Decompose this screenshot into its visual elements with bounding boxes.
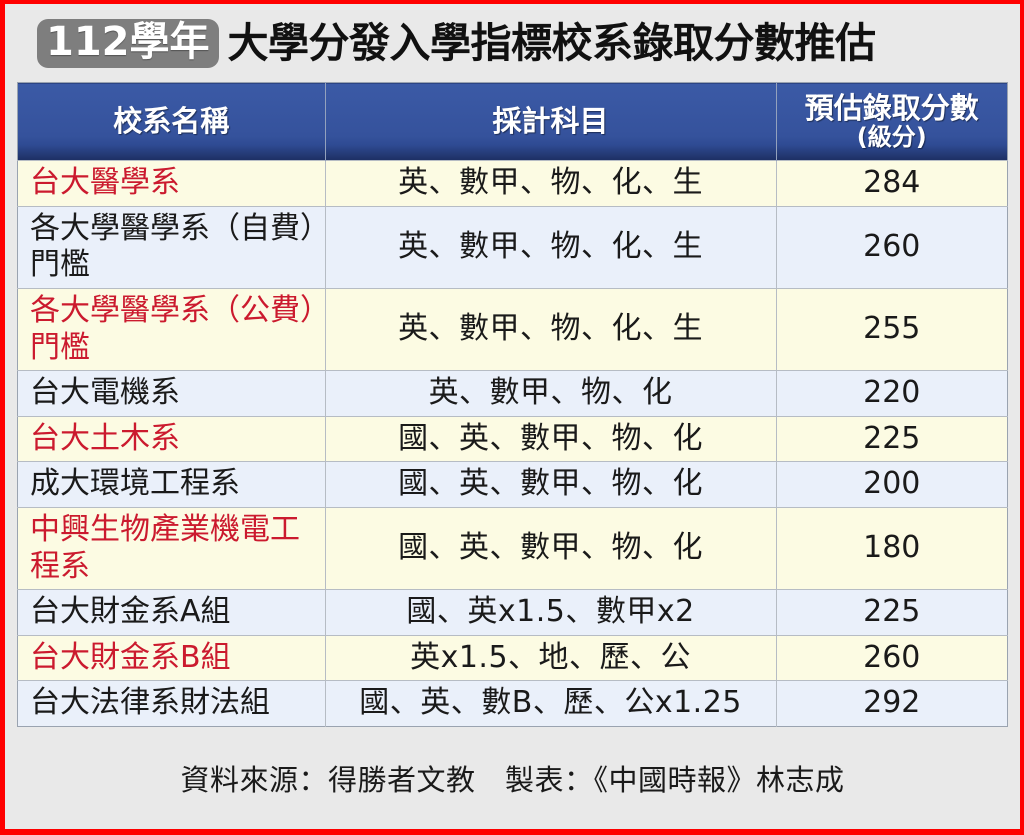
table-row: 台大電機系 英、數甲、物、化 220 [17, 370, 1008, 417]
cell-subjects: 國、英、數甲、物、化 [325, 461, 777, 508]
cell-subjects: 英、數甲、物、化、生 [325, 205, 777, 289]
cell-subjects: 國、英、數B、歷、公x1.25 [325, 680, 777, 727]
cell-department-name: 台大法律系財法組 [17, 680, 326, 727]
table-row: 台大財金系B組 英x1.5、地、歷、公 260 [17, 634, 1008, 681]
cell-score: 200 [776, 461, 1008, 508]
cell-score: 220 [776, 370, 1008, 417]
cell-subjects: 國、英、數甲、物、化 [325, 506, 777, 590]
table-header: 校系名稱 採計科目 預估錄取分數 (級分) [17, 82, 1008, 161]
admission-scores-table: 校系名稱 採計科目 預估錄取分數 (級分) 台大醫學系 英、數甲、物、化、生 284… [17, 82, 1008, 727]
page-title: 大學分發入學指標校系錄取分數推估 [227, 18, 877, 67]
cell-subjects: 國、英x1.5、數甲x2 [325, 589, 777, 636]
year-badge: 112學年 [37, 18, 219, 68]
table-row: 中興生物產業機電工程系 國、英、數甲、物、化 180 [17, 506, 1008, 590]
cell-department-name: 台大土木系 [17, 415, 326, 462]
title-row: 112學年 大學分發入學指標校系錄取分數推估 [17, 4, 1008, 82]
cell-department-name: 台大財金系B組 [17, 634, 326, 681]
cell-subjects: 英、數甲、物、化 [325, 370, 777, 417]
column-header-score: 預估錄取分數 (級分) [776, 82, 1008, 161]
table-header-row: 校系名稱 採計科目 預估錄取分數 (級分) [17, 82, 1008, 161]
cell-subjects: 英x1.5、地、歷、公 [325, 634, 777, 681]
cell-subjects: 國、英、數甲、物、化 [325, 415, 777, 462]
cell-department-name: 成大環境工程系 [17, 461, 326, 508]
cell-score: 225 [776, 415, 1008, 462]
cell-subjects: 英、數甲、物、化、生 [325, 288, 777, 371]
cell-department-name: 中興生物產業機電工程系 [17, 506, 326, 590]
cell-score: 260 [776, 634, 1008, 681]
cell-score: 255 [776, 288, 1008, 371]
cell-department-name: 各大學醫學系（自費）門檻 [17, 205, 326, 289]
cell-score: 260 [776, 205, 1008, 289]
column-header-department: 校系名稱 [17, 82, 326, 161]
cell-score: 180 [776, 506, 1008, 590]
column-header-score-main: 預估錄取分數 [804, 91, 979, 125]
cell-department-name: 台大財金系A組 [17, 589, 326, 636]
table-body: 台大醫學系 英、數甲、物、化、生 284 各大學醫學系（自費）門檻 英、數甲、物、化、生… [17, 160, 1008, 727]
table-row: 成大環境工程系 國、英、數甲、物、化 200 [17, 461, 1008, 508]
source-credit: 資料來源：得勝者文教 製表：《中國時報》林志成 [180, 762, 845, 797]
table-row: 台大財金系A組 國、英x1.5、數甲x2 225 [17, 589, 1008, 636]
cell-subjects: 英、數甲、物、化、生 [325, 160, 777, 207]
column-header-subjects: 採計科目 [325, 82, 777, 161]
cell-department-name: 台大電機系 [17, 370, 326, 417]
cell-department-name: 各大學醫學系（公費）門檻 [17, 288, 326, 371]
table-row: 台大醫學系 英、數甲、物、化、生 284 [17, 160, 1008, 207]
cell-score: 292 [776, 680, 1008, 727]
cell-score: 284 [776, 160, 1008, 207]
cell-department-name: 台大醫學系 [17, 160, 326, 207]
cell-score: 225 [776, 589, 1008, 636]
column-header-score-unit: (級分) [856, 123, 927, 152]
table-row: 台大土木系 國、英、數甲、物、化 225 [17, 415, 1008, 462]
infographic-page: 112學年 大學分發入學指標校系錄取分數推估 校系名稱 採計科目 預估錄取分數 … [5, 4, 1020, 829]
table-row: 台大法律系財法組 國、英、數B、歷、公x1.25 292 [17, 680, 1008, 727]
table-row: 各大學醫學系（公費）門檻 英、數甲、物、化、生 255 [17, 288, 1008, 371]
table-row: 各大學醫學系（自費）門檻 英、數甲、物、化、生 260 [17, 205, 1008, 289]
